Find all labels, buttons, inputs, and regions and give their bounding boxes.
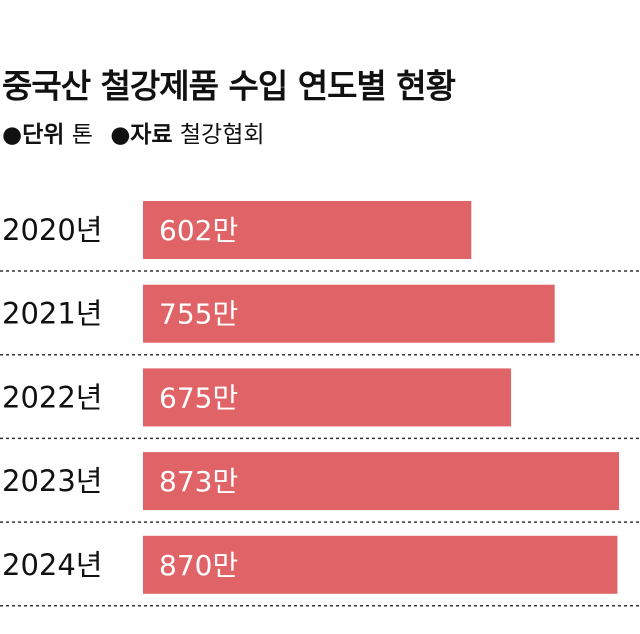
bar: [143, 201, 472, 259]
unit-label: ●단위: [2, 122, 64, 148]
category-label: 2024년: [2, 548, 102, 582]
value-label: 870만: [159, 549, 238, 582]
bar: [143, 368, 512, 427]
unit: 톤: [72, 122, 93, 148]
source: 철강협회: [180, 122, 265, 148]
category-label: 2023년: [2, 464, 102, 498]
category-label: 2020년: [2, 213, 102, 247]
source-label: ●자료: [110, 122, 172, 148]
category-label: 2021년: [2, 297, 102, 331]
subtitle: ●단위 톤 ●자료 철강협회: [2, 122, 265, 148]
value-label: 602만: [159, 214, 238, 247]
chart-title: 중국산 철강제품 수입 연도별 현황: [2, 67, 456, 106]
value-label: 675만: [159, 381, 238, 414]
bar: [143, 535, 618, 594]
bar: [143, 452, 620, 511]
value-label: 755만: [159, 298, 238, 331]
category-label: 2022년: [2, 380, 102, 414]
bar: [143, 284, 555, 343]
value-label: 873만: [159, 465, 238, 498]
